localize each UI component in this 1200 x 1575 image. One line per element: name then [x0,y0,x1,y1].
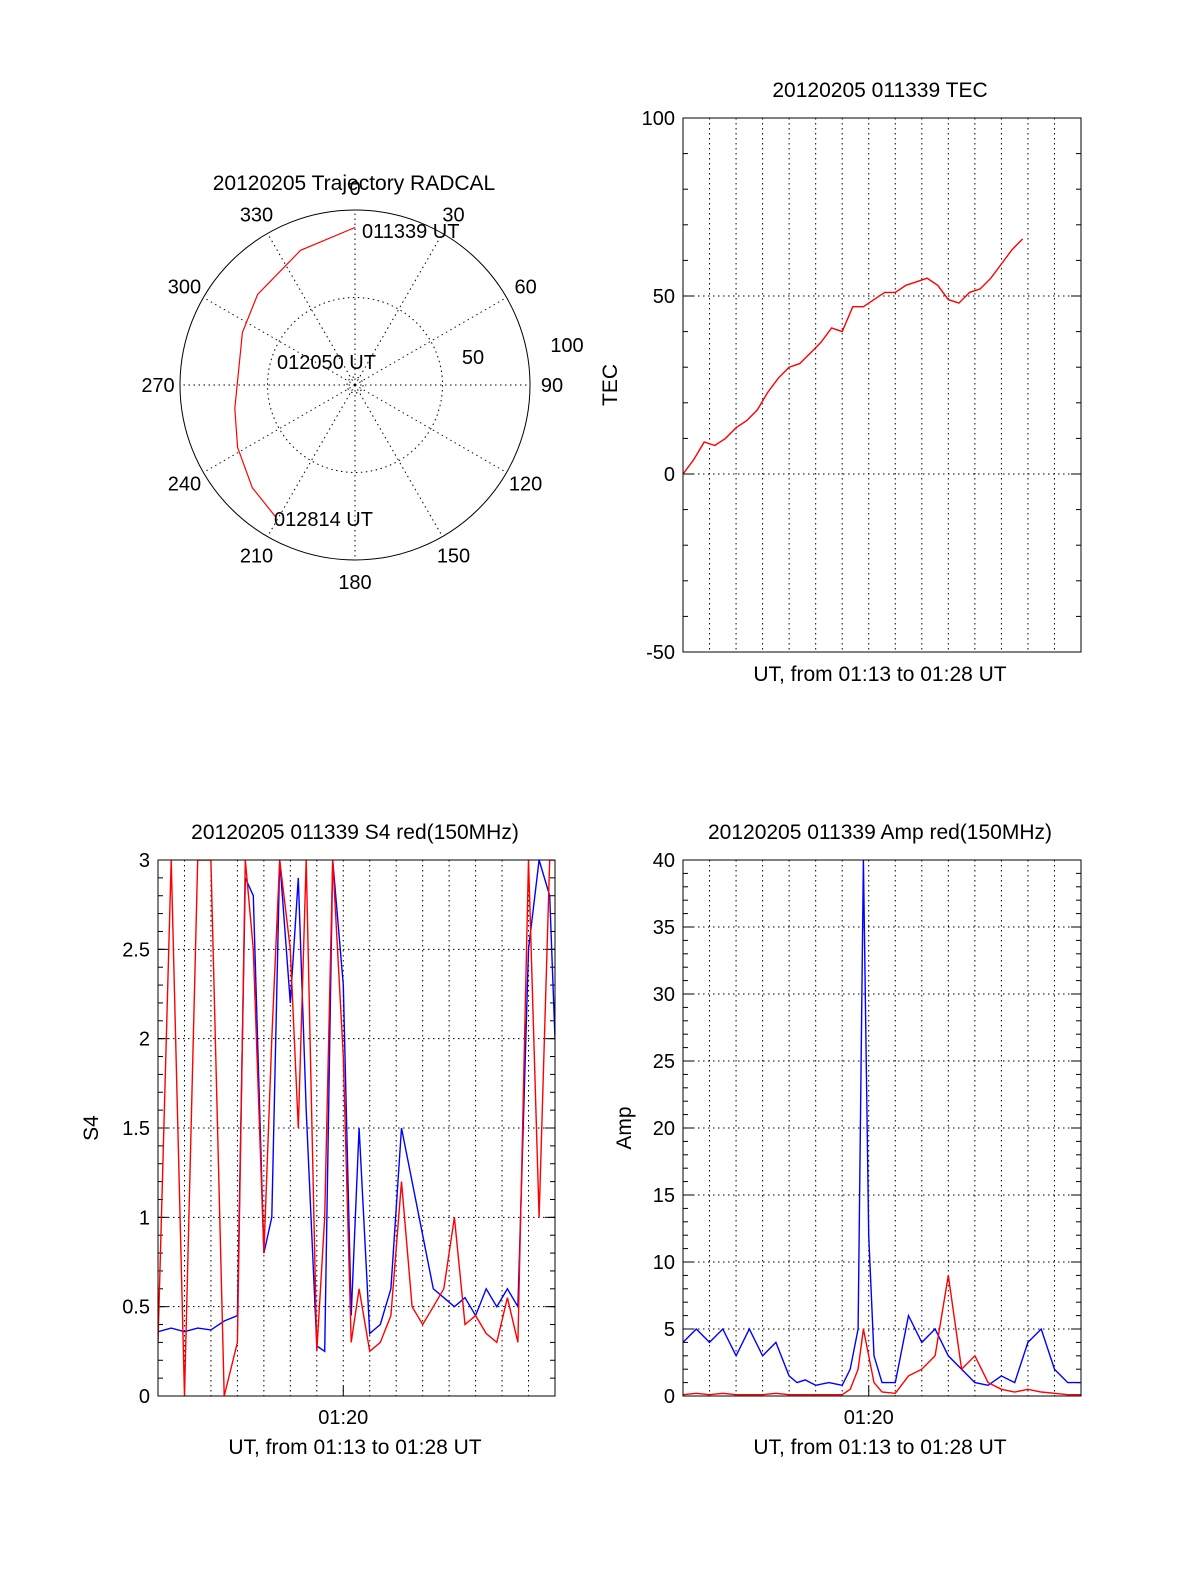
tec-series-0 [683,238,1024,475]
s4-title: 20120205 011339 S4 red(150MHz) [191,821,519,844]
polar-annotation-mid: 012050 UT [277,352,376,374]
amp-ytick-label: 5 [664,1319,675,1341]
polar-angle-label: 90 [541,375,563,397]
s4-chart: 20120205 011339 S4 red(150MHz) UT, from … [80,821,556,1459]
polar-angle-label: 0 [349,178,360,200]
polar-radius-label-100: 100 [550,335,583,357]
s4-ytick-label: 0.5 [122,1297,150,1319]
amp-ytick-label: 20 [653,1118,675,1140]
polar-angle-label: 270 [141,375,174,397]
polar-angle-label: 240 [168,474,201,496]
polar-radius-label-50: 50 [462,347,484,369]
s4-ytick-label: 2 [139,1029,150,1051]
s4-series-1 [158,860,555,1396]
amp-ytick-label: 40 [653,850,675,872]
amp-title: 20120205 011339 Amp red(150MHz) [708,821,1052,844]
polar-grid-circle-inner [346,376,364,394]
polar-outer-circle [179,209,531,561]
amp-ytick-label: 15 [653,1185,675,1207]
amp-xlabel: UT, from 01:13 to 01:28 UT [753,1436,1006,1459]
polar-grid-spoke [203,384,356,473]
polar-grid-spoke [267,233,356,386]
polar-grid-spoke [203,297,356,386]
amp-chart: 20120205 011339 Amp red(150MHz) UT, from… [613,821,1082,1459]
polar-grid-spoke [354,384,507,473]
tec-plot-frame [682,117,1082,653]
polar-angle-label: 120 [509,474,542,496]
polar-grid [180,210,530,560]
polar-grid-spoke [354,384,443,537]
polar-grid-spoke [267,384,356,537]
polar-grid-spoke [354,233,443,386]
tec-xlabel: UT, from 01:13 to 01:28 UT [753,663,1006,686]
polar-title: 20120205 Trajectory RADCAL [213,172,496,195]
amp-ytick-label: 10 [653,1252,675,1274]
tec-chart: 20120205 011339 TEC UT, from 01:13 to 01… [599,79,1082,686]
tec-ytick-label: -50 [646,642,675,664]
polar-angle-label: 300 [168,277,201,299]
polar-grid-circle [267,297,443,473]
polar-annotation-start: 011339 UT [362,221,459,243]
polar-angle-label: 30 [442,204,464,226]
amp-plot-frame [682,859,1082,1397]
amp-series-1 [683,1275,1081,1396]
amp-ytick-label: 25 [653,1051,675,1073]
s4-ytick-label: 2.5 [122,939,150,961]
polar-grid-spoke [354,297,507,386]
amp-ylabel: Amp [613,1106,636,1149]
amp-xtick-label: 01:20 [844,1407,894,1429]
s4-xtick-label: 01:20 [318,1407,368,1429]
amp-ytick-label: 30 [653,984,675,1006]
tec-ylabel: TEC [599,364,622,406]
s4-xlabel: UT, from 01:13 to 01:28 UT [228,1436,481,1459]
tec-ytick-label: 100 [642,108,675,130]
s4-ytick-label: 0 [139,1386,150,1408]
s4-ytick-label: 1 [139,1207,150,1229]
polar-annotation-end: 012814 UT [274,509,373,531]
tec-title: 20120205 011339 TEC [772,79,987,102]
amp-ytick-label: 0 [664,1386,675,1408]
polar-trajectory-chart: 20120205 Trajectory RADCAL 0 30 60 90 120 150… [141,172,583,594]
polar-angle-label: 180 [338,572,371,594]
polar-angle-labels: 0 30 60 90 120 150 180 210 240 270 300 330 [141,178,563,594]
amp-series-0 [683,860,1081,1387]
polar-trajectory-line [234,226,356,518]
polar-angle-label: 330 [240,204,273,226]
s4-ytick-label: 3 [139,850,150,872]
s4-ytick-label: 1.5 [122,1118,150,1140]
polar-angle-label: 60 [514,277,536,299]
tec-ytick-label: 0 [664,464,675,486]
s4-plot-frame [157,859,556,1397]
polar-angle-label: 150 [437,546,470,568]
polar-angle-label: 210 [240,546,273,568]
tec-ytick-label: 50 [653,286,675,308]
s4-ylabel: S4 [80,1115,103,1141]
amp-ytick-label: 35 [653,917,675,939]
